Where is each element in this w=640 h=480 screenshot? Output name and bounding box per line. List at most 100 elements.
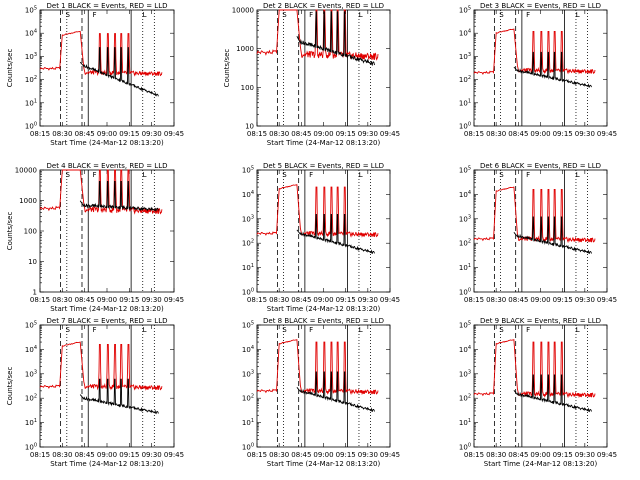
series-events-line [79,378,159,415]
x-tick-label: 09:45 [380,130,400,138]
subplot-9 [473,324,608,448]
y-tick-label: 105 [459,6,471,15]
y-tick-label: 100 [242,288,254,297]
region-label: L [359,11,363,19]
y-tick-label: 105 [242,321,254,330]
x-tick-label: 09:00 [530,296,550,304]
y-tick-label: 105 [25,6,37,15]
x-tick-label: 08:30 [269,451,289,459]
y-tick-label: 100 [459,443,471,452]
y-tick-label: 101 [459,263,471,272]
series-lld-line [256,339,379,396]
x-tick-label: 09:00 [97,296,117,304]
x-tick-label: 08:45 [508,130,528,138]
y-tick-label: 103 [242,214,254,223]
subplot-2 [256,9,391,127]
region-label: L [576,171,580,179]
plot-title: Det 8 BLACK = Events, RED = LLD [263,317,384,325]
y-tick-label: 10000 [232,7,254,15]
subplot-5 [256,169,391,293]
x-tick-label: 09:30 [358,130,378,138]
x-tick-label: 09:45 [597,451,617,459]
region-label: S [499,326,504,334]
y-axis-label: Counts/sec [6,212,14,251]
x-tick-label: 08:15 [464,451,484,459]
plot-title: Det 5 BLACK = Events, RED = LLD [263,162,384,170]
subplot-3 [473,9,608,127]
subplot-1 [39,9,175,127]
subplot-6 [473,169,608,293]
x-tick-label: 09:00 [313,451,333,459]
x-tick-label: 09:00 [530,451,550,459]
region-label: S [499,171,504,179]
y-tick-label: 102 [25,394,37,403]
y-tick-label: 103 [25,369,37,378]
y-tick-label: 1000 [19,197,37,205]
region-label: F [526,11,530,19]
x-tick-label: 09:45 [597,130,617,138]
plot-title: Det 1 BLACK = Events, RED = LLD [47,2,168,10]
x-tick-label: 09:15 [119,451,139,459]
x-tick-label: 09:00 [97,130,117,138]
region-label: L [576,326,580,334]
x-tick-label: 09:30 [575,130,595,138]
series-events-line [513,216,592,255]
x-tick-label: 08:15 [247,130,267,138]
y-tick-label: 105 [242,166,254,175]
series-lld-line [256,9,379,61]
x-tick-label: 09:15 [336,451,356,459]
region-label: F [309,171,313,179]
x-axis-label: Start Time (24-Mar-12 08:13:20) [267,139,381,147]
x-tick-label: 09:00 [530,130,550,138]
y-tick-label: 103 [459,214,471,223]
x-tick-label: 09:30 [575,296,595,304]
y-tick-label: 101 [459,418,471,427]
y-tick-label: 10 [245,123,254,131]
y-tick-label: 10000 [15,167,37,175]
region-label: S [282,326,287,334]
y-tick-label: 101 [459,98,471,107]
y-tick-label: 100 [241,84,254,92]
series-events-line [296,371,375,413]
y-tick-label: 105 [25,321,37,330]
region-label: L [359,171,363,179]
series-events-line [79,47,159,97]
subplot-7 [39,324,175,448]
y-tick-label: 104 [242,190,254,199]
region-label: S [282,171,287,179]
x-tick-label: 08:45 [75,451,95,459]
region-label: S [65,11,70,19]
y-tick-label: 1000 [236,45,254,53]
region-label: F [526,326,530,334]
y-tick-label: 104 [459,190,471,199]
series-events-line [79,181,159,212]
x-tick-label: 08:15 [247,451,267,459]
y-tick-label: 102 [459,239,471,248]
x-tick-label: 08:15 [464,130,484,138]
x-tick-label: 09:45 [380,451,400,459]
x-tick-label: 09:15 [336,296,356,304]
y-tick-label: 101 [242,418,254,427]
x-tick-label: 09:30 [142,296,162,304]
x-tick-label: 08:15 [30,451,50,459]
y-tick-label: 100 [459,122,471,131]
x-tick-label: 08:30 [269,130,289,138]
y-tick-label: 101 [25,418,37,427]
x-tick-label: 09:15 [119,130,139,138]
x-axis-label: Start Time (24-Mar-12 08:13:20) [50,305,164,313]
x-tick-label: 09:30 [575,451,595,459]
y-tick-label: 100 [25,122,37,131]
y-tick-label: 100 [24,228,37,236]
series-events-line [296,214,375,255]
x-tick-label: 08:45 [291,130,311,138]
y-tick-label: 100 [242,443,254,452]
region-label: L [359,326,363,334]
x-tick-label: 08:30 [486,451,506,459]
x-tick-label: 08:15 [30,296,50,304]
series-lld-line [39,30,163,77]
region-label: F [92,171,96,179]
x-tick-label: 09:15 [553,130,573,138]
x-tick-label: 08:15 [464,296,484,304]
x-tick-label: 09:30 [142,130,162,138]
